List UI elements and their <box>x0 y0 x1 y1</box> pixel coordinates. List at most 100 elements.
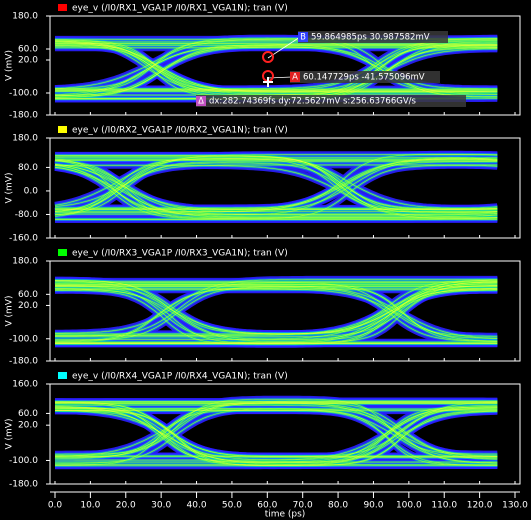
y-tick-label: -100.0 <box>9 456 38 466</box>
eye-trace <box>54 161 498 216</box>
annotation-icon-label: B <box>300 33 306 43</box>
y-tick-label: -80.0 <box>15 210 39 220</box>
eye-trace <box>55 279 498 335</box>
eye-trace <box>55 401 498 457</box>
y-tick-label: 20.0 <box>18 301 38 311</box>
y-tick-label: 80.0 <box>18 163 38 173</box>
y-tick-label: -160.0 <box>9 234 38 244</box>
y-tick-label: -100.0 <box>9 89 38 99</box>
annotation-icon-label: A <box>292 73 298 83</box>
eye-trace <box>55 281 498 336</box>
annotation: 60.147729ps -41.575096mV <box>303 73 425 83</box>
y-tick-label: 20.0 <box>18 56 38 66</box>
annotation: dx:282.74369fs dy:72.5627mV s:256.63766G… <box>209 97 417 107</box>
marker-cross <box>263 77 273 87</box>
eye-trace <box>55 406 498 463</box>
eye-trace <box>54 160 498 215</box>
legend-swatch <box>58 4 67 11</box>
x-tick-label: 80.0 <box>328 501 348 511</box>
eye-traces <box>54 395 498 470</box>
eye-trace <box>55 409 498 465</box>
eye-traces <box>54 34 498 103</box>
x-axis-label: time (ps) <box>265 510 306 520</box>
y-tick-label: 60.0 <box>18 290 38 300</box>
eye-trace <box>55 279 498 334</box>
x-tick-label: 90.0 <box>363 501 383 511</box>
eye-trace <box>54 285 498 340</box>
y-tick-label: -100.0 <box>9 334 38 344</box>
legend-label: eye_v (/I0/RX3_VGA1P /I0/RX3_VGA1N); tra… <box>72 249 288 259</box>
annotation-icon-label: Δ <box>198 97 204 107</box>
x-tick-label: 70.0 <box>293 501 313 511</box>
eye-trace <box>55 289 498 345</box>
x-tick-label: 20.0 <box>116 501 136 511</box>
eye-trace <box>55 40 498 92</box>
x-tick-label: 0.0 <box>48 501 63 511</box>
x-tick-label: 30.0 <box>151 501 171 511</box>
eye-trace <box>55 289 498 345</box>
eye-trace <box>55 288 498 342</box>
y-axis-label: V (mV) <box>5 296 15 327</box>
eye-trace <box>54 408 498 464</box>
x-tick-label: 40.0 <box>187 501 207 511</box>
eye-trace <box>54 161 498 216</box>
y-tick-label: 180.0 <box>12 12 38 22</box>
plot-frame <box>49 260 521 362</box>
y-tick-label: 20.0 <box>18 421 38 431</box>
x-tick-label: 100.0 <box>396 501 422 511</box>
eye-trace <box>55 288 498 343</box>
x-tick-label: 130.0 <box>502 501 528 511</box>
legend-label: eye_v (/I0/RX2_VGA1P /I0/RX2_VGA1N); tra… <box>72 126 288 136</box>
y-axis-label: V (mV) <box>5 419 15 450</box>
eye-trace <box>54 165 498 219</box>
eye-trace <box>54 164 498 217</box>
eye-trace <box>54 46 498 97</box>
y-tick-label: 180.0 <box>12 257 38 267</box>
eye-trace <box>55 41 498 93</box>
eye-trace <box>54 43 498 95</box>
y-tick-label: 0.0 <box>24 186 39 196</box>
eye-traces <box>54 150 498 223</box>
eye-trace <box>55 41 498 93</box>
legend-swatch <box>58 249 67 256</box>
eye-trace <box>55 287 498 342</box>
eye-trace <box>55 399 498 455</box>
y-tick-label: 60.0 <box>18 409 38 419</box>
eye-trace <box>55 165 498 220</box>
y-tick-label: 180.0 <box>12 134 38 144</box>
eye-trace <box>55 400 498 457</box>
y-axis-label: V (mV) <box>5 50 15 81</box>
x-tick-label: 10.0 <box>80 501 100 511</box>
y-tick-label: -180.0 <box>9 480 38 490</box>
plot-frame <box>49 137 521 239</box>
eye-trace <box>55 403 498 459</box>
eye-trace <box>54 164 498 217</box>
annotation-box <box>298 31 448 43</box>
marker <box>262 51 274 63</box>
legend-label: eye_v (/I0/RX4_VGA1P /I0/RX4_VGA1N); tra… <box>72 372 288 382</box>
annotation-box <box>196 95 466 107</box>
y-axis-label: V (mV) <box>5 173 15 204</box>
x-tick-label: 110.0 <box>431 501 457 511</box>
legend-swatch <box>58 372 67 379</box>
eye-trace <box>55 155 498 210</box>
eye-trace <box>55 410 498 466</box>
eye-traces <box>54 275 498 348</box>
plot-frame <box>49 15 521 116</box>
legend-swatch <box>58 126 67 133</box>
y-tick-label: 60.0 <box>18 45 38 55</box>
x-tick-label: 50.0 <box>222 501 242 511</box>
y-tick-label: -180.0 <box>9 357 38 367</box>
eye-trace <box>55 402 498 458</box>
eye-trace <box>55 404 498 460</box>
plot-frame <box>49 383 521 485</box>
x-tick-label: 120.0 <box>467 501 493 511</box>
y-tick-label: 160.0 <box>12 380 38 390</box>
annotation-icon <box>298 32 308 42</box>
annotation-box <box>290 71 440 83</box>
annotation-icon <box>290 72 300 82</box>
eye-trace <box>54 158 498 212</box>
x-tick-label: 60.0 <box>257 501 277 511</box>
